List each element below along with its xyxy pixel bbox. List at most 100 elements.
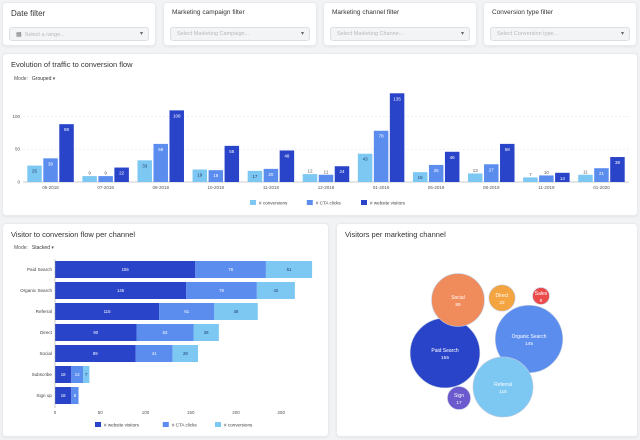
bar	[137, 160, 152, 182]
bar	[555, 172, 570, 182]
bar-value-label: 36	[48, 161, 54, 166]
bar	[484, 164, 499, 182]
date-range-select[interactable]: ▦ Select a range... ▾	[9, 27, 149, 41]
bar	[610, 157, 625, 182]
bar-segment	[214, 303, 258, 320]
chevron-down-icon: ▾	[300, 31, 304, 37]
bubble-label: Social	[451, 295, 465, 301]
bar	[169, 110, 184, 182]
conversion-filter-card: Conversion type filter Select Conversion…	[483, 2, 637, 46]
bar	[247, 170, 263, 182]
bar-value-label: 78	[219, 288, 224, 293]
x-tick-label: 100	[142, 410, 150, 415]
y-tick-label: 100	[12, 114, 20, 119]
bar-segment	[55, 324, 137, 341]
bar	[82, 176, 97, 182]
bar-value-label: 18	[61, 393, 66, 398]
x-tick-label: 0	[54, 410, 57, 415]
bar-value-label: 41	[152, 351, 157, 356]
bar-value-label: 14	[560, 176, 566, 181]
campaign-select[interactable]: Select Marketing Campaign... ▾	[170, 27, 310, 41]
x-tick-label: 250	[278, 410, 286, 415]
traffic-mode-selector[interactable]: Mode: Grouped ▾	[14, 76, 55, 82]
campaign-filter-card: Marketing campaign filter Select Marketi…	[163, 2, 317, 46]
x-tick-label: 07-2018	[97, 185, 114, 190]
bar-segment	[159, 303, 215, 320]
x-tick-label: 11-2018	[263, 185, 280, 190]
channel-filter-card: Marketing channel filter Select Marketin…	[323, 2, 477, 46]
y-category-label: Social	[39, 351, 52, 356]
bar-value-label: 58	[158, 147, 164, 152]
bar-value-label: 13	[75, 372, 80, 377]
bar	[412, 172, 428, 182]
bar	[539, 175, 554, 182]
bar-value-label: 22	[119, 171, 125, 176]
legend-label: # conversions	[259, 201, 288, 206]
x-tick-label: 12-2018	[318, 185, 335, 190]
channel-placeholder: Select Marketing Channe...	[337, 31, 404, 37]
chevron-down-icon: ▾	[460, 31, 464, 37]
bar-segment	[55, 387, 72, 404]
bar-value-label: 11	[324, 169, 329, 174]
channel-chart-title: Visitor to conversion flow per channel	[11, 230, 136, 239]
bubble	[532, 287, 550, 305]
bubble-label: Organic Search	[512, 334, 547, 340]
conversion-placeholder: Select Conversion type...	[497, 31, 559, 37]
bar	[444, 151, 460, 182]
x-tick-label: 09-2018	[152, 185, 169, 190]
bar-value-label: 27	[489, 167, 495, 172]
y-category-label: Referral	[36, 309, 52, 314]
y-tick-label: 0	[17, 180, 20, 185]
legend-label: # CTA clicks	[172, 423, 198, 428]
bar	[114, 167, 129, 182]
y-category-label: Sign up	[36, 393, 52, 398]
bar-value-label: 38	[615, 160, 621, 165]
bar	[389, 93, 405, 182]
bar	[578, 174, 593, 182]
bar-value-label: 90	[93, 330, 98, 335]
bar-value-label: 18	[213, 173, 219, 178]
bar-value-label: 28	[183, 351, 188, 356]
bar-value-label: 33	[142, 163, 148, 168]
bar-value-label: 46	[450, 155, 456, 160]
channel-select[interactable]: Select Marketing Channe... ▾	[330, 27, 470, 41]
legend-swatch	[95, 422, 101, 427]
calendar-icon: ▦	[16, 32, 22, 38]
y-category-label: Organic Search	[20, 288, 52, 293]
bar-value-label: 51	[287, 267, 292, 272]
x-tick-label: 200	[232, 410, 240, 415]
campaign-filter-title: Marketing campaign filter	[172, 9, 245, 16]
bubble-value: 9	[540, 298, 543, 304]
conversion-filter-title: Conversion type filter	[492, 9, 554, 16]
y-tick-label: 50	[15, 147, 21, 152]
traffic-chart-title: Evolution of traffic to conversion flow	[11, 60, 133, 69]
conversion-select[interactable]: Select Conversion type... ▾	[490, 27, 630, 41]
bar	[59, 124, 74, 182]
bubble-value: 17	[456, 400, 462, 406]
bar	[428, 164, 444, 182]
bar-segment	[195, 261, 266, 278]
bubble	[431, 273, 485, 327]
bar-value-label: 88	[64, 127, 70, 132]
mode-label: Mode:	[14, 76, 28, 82]
date-filter-card: Date filter ▦ Select a range... ▾	[2, 2, 156, 46]
bar-segment	[55, 282, 187, 299]
mode-value: Stacked	[31, 245, 50, 251]
x-tick-label: 50	[98, 410, 104, 415]
bar-value-label: 42	[273, 288, 278, 293]
bar-value-label: 12	[307, 169, 313, 174]
channel-mode-selector[interactable]: Mode: Stacked ▾	[14, 245, 54, 251]
bar-segment	[55, 261, 196, 278]
bar-value-label: 43	[363, 157, 369, 162]
bar-segment	[71, 366, 84, 383]
bubble-value: 22	[499, 300, 505, 306]
bar-value-label: 115	[104, 309, 111, 314]
bar-value-label: 8	[74, 393, 77, 398]
bar-value-label: 135	[393, 96, 401, 101]
bar-segment	[55, 303, 160, 320]
campaign-placeholder: Select Marketing Campaign...	[177, 31, 250, 37]
x-tick-label: 05-2019	[428, 185, 445, 190]
bar	[468, 173, 483, 182]
bar-segment	[136, 324, 194, 341]
